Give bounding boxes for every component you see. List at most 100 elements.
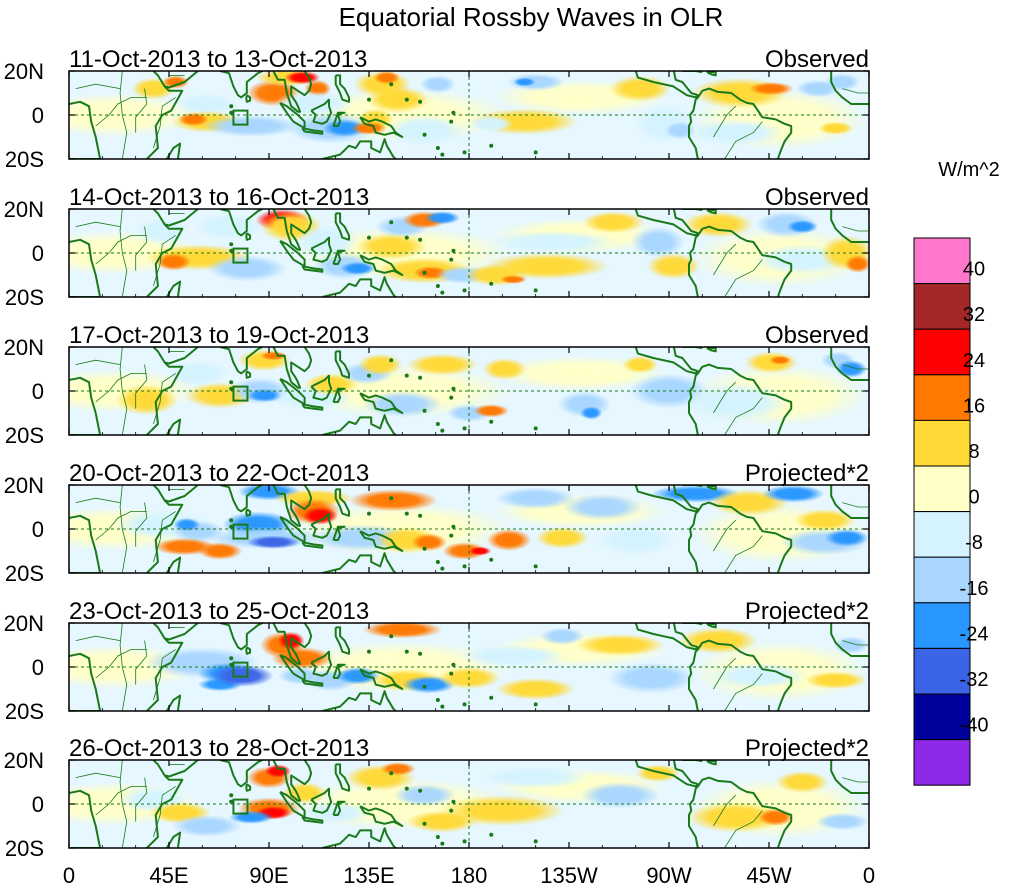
- anomaly-blob: [193, 213, 265, 240]
- y-tick-label: 20N: [4, 611, 44, 636]
- country-border: [842, 88, 869, 94]
- island: [489, 143, 494, 148]
- island: [435, 835, 440, 839]
- island: [422, 408, 427, 413]
- country-border: [153, 97, 176, 149]
- anomaly-blob: [815, 812, 869, 831]
- arabia-coast: [164, 485, 199, 503]
- anomaly-blob: [384, 114, 465, 146]
- island: [489, 695, 494, 700]
- srilanka-coast: [245, 94, 252, 103]
- philippines-coast: [334, 350, 350, 379]
- newguinea-coast: [359, 116, 404, 138]
- country-border: [724, 397, 763, 435]
- australia-coast: [322, 138, 397, 159]
- country-border: [135, 777, 148, 822]
- anomaly-blob: [686, 119, 785, 146]
- island: [462, 564, 467, 569]
- java-coast: [301, 816, 324, 824]
- anomaly-blob: [442, 542, 487, 560]
- island: [462, 426, 467, 431]
- island: [440, 290, 445, 295]
- island: [449, 119, 454, 124]
- panel-3: 20N 0 20S 17-Oct-2013 to 19-Oct-2013 Observe…: [4, 322, 870, 448]
- country-border: [75, 497, 121, 503]
- madagascar-coast: [165, 418, 182, 435]
- java-coast: [301, 265, 324, 273]
- madagascar-coast: [165, 694, 182, 711]
- australia-coast: [322, 552, 397, 573]
- sumatra-coast: [279, 516, 306, 544]
- srilanka-coast: [245, 370, 252, 379]
- anomaly-blob: [284, 71, 321, 85]
- country-border: [135, 640, 148, 685]
- anomaly-blob: [535, 526, 589, 549]
- anomaly-blob: [357, 353, 403, 376]
- colorbar-level-label: -32: [960, 669, 989, 691]
- anomaly-blob: [646, 253, 701, 280]
- borneo-coast: [310, 236, 333, 263]
- africa-coast: [69, 652, 102, 711]
- island: [422, 546, 427, 551]
- anomaly-blob: [175, 93, 238, 115]
- central-america-coast: [634, 485, 699, 513]
- island: [229, 242, 234, 247]
- colorbar-level-label: 24: [963, 350, 985, 372]
- sumatra-coast: [279, 654, 306, 682]
- country-border: [119, 623, 128, 711]
- island: [533, 288, 538, 293]
- island: [451, 110, 456, 115]
- x-tick-label: 90W: [646, 863, 691, 888]
- reference-box: [232, 247, 249, 264]
- panel-type-label: Observed: [765, 184, 869, 211]
- anomaly-blob: [406, 353, 478, 376]
- colorbar-swatch: [913, 602, 971, 649]
- y-tick-label: 20S: [5, 285, 44, 310]
- island: [229, 380, 234, 385]
- colorbar-level-label: 32: [963, 304, 985, 326]
- madagascar-coast: [165, 280, 182, 297]
- island: [462, 288, 467, 293]
- srilanka-coast: [245, 646, 252, 655]
- philippines-coast: [334, 212, 350, 241]
- anomaly-blob: [362, 623, 443, 639]
- island: [229, 793, 234, 798]
- island: [367, 373, 371, 378]
- anomaly-blob: [393, 784, 456, 807]
- colorbar-swatch: [913, 237, 971, 285]
- y-tick-label: 20S: [5, 147, 44, 172]
- island: [489, 419, 494, 424]
- island: [389, 771, 394, 776]
- anomaly-blob: [486, 529, 532, 551]
- island: [389, 82, 394, 87]
- country-border: [119, 71, 128, 159]
- anomaly-blob: [373, 71, 401, 85]
- hispaniola-coast: [706, 623, 717, 629]
- island: [440, 704, 445, 709]
- newguinea-coast: [359, 530, 404, 552]
- island: [449, 257, 454, 262]
- colorbar-level-label: 16: [963, 395, 985, 417]
- sulawesi-coast: [332, 525, 346, 541]
- country-border: [153, 373, 176, 425]
- country-border: [153, 649, 176, 701]
- colorbar-swatch: [913, 419, 971, 467]
- central-america-coast: [634, 623, 699, 651]
- west-africa-coast: [830, 760, 869, 794]
- panel-type-label: Projected*2: [745, 735, 869, 762]
- island: [533, 564, 538, 569]
- y-tick-label: 0: [32, 517, 44, 542]
- anomaly-blob: [264, 764, 292, 778]
- country-border: [75, 221, 121, 227]
- anomaly-blob: [469, 115, 514, 133]
- island: [435, 560, 440, 564]
- sulawesi-coast: [332, 111, 346, 127]
- island: [404, 235, 409, 240]
- west-africa-coast: [830, 623, 869, 657]
- newguinea-coast: [359, 392, 404, 414]
- arabia-coast: [164, 347, 199, 365]
- anomaly-blob: [824, 529, 869, 547]
- colorbar-swatch: [913, 739, 971, 786]
- philippines-coast: [334, 488, 350, 517]
- hispaniola-coast: [706, 760, 717, 766]
